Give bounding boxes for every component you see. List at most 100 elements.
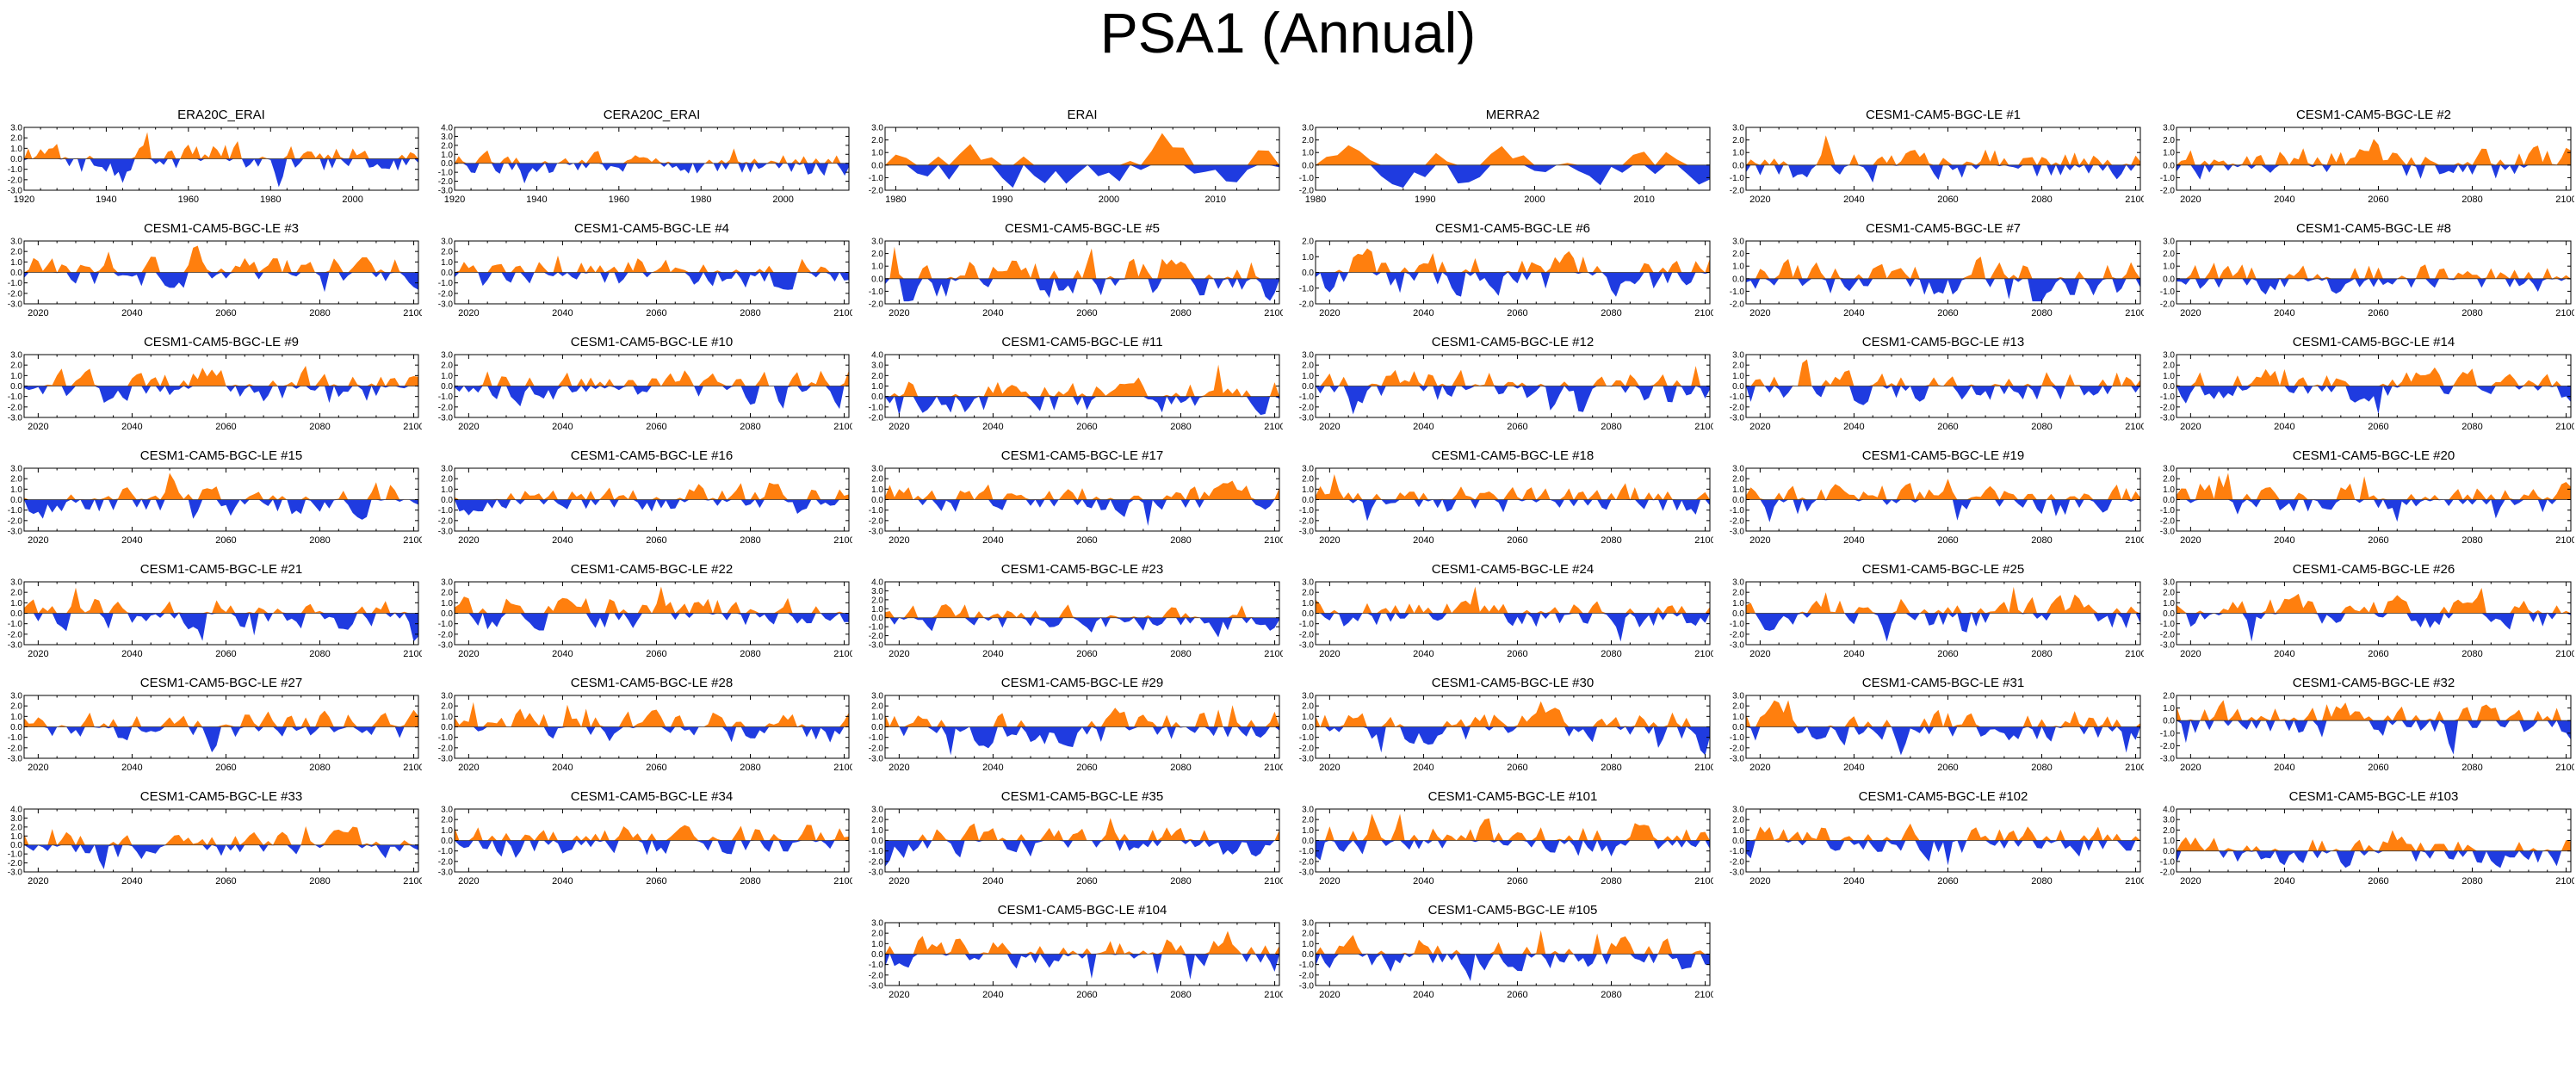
y-tick-label: 1.0 [871, 263, 883, 272]
panel-title: CESM1-CAM5-BGC-LE #17 [1001, 448, 1163, 463]
y-tick-label: 2.0 [1732, 589, 1744, 598]
x-tick-label: 2080 [1170, 763, 1191, 773]
y-tick-label: 0.0 [1302, 496, 1314, 505]
y-tick-label: 1.0 [10, 372, 22, 381]
chart-panel: CESM1-CAM5-BGC-LE #102 3.02.01.00.0-1.0-2… [1730, 789, 2144, 887]
panel-title: CESM1-CAM5-BGC-LE #28 [571, 676, 733, 690]
y-tick-label: 0.0 [1302, 161, 1314, 170]
y-tick-label: 0.0 [2163, 717, 2175, 726]
positive-anomaly-area [1746, 359, 2140, 386]
positive-anomaly-area [455, 148, 849, 164]
y-tick-label: 1.0 [2163, 372, 2175, 381]
y-tick-label: 0.0 [2163, 382, 2175, 392]
y-tick-label: -1.0 [8, 620, 23, 629]
negative-anomaly-area [1746, 278, 2140, 302]
y-tick-label: -2.0 [438, 403, 454, 412]
y-tick-label: -2.0 [8, 859, 23, 868]
y-tick-label: 1.0 [871, 826, 883, 836]
negative-anomaly-area [1746, 726, 2140, 756]
y-tick-label: 2.0 [10, 823, 22, 832]
x-tick-label: 2040 [121, 308, 142, 318]
y-tick-label: 1.0 [441, 826, 453, 836]
x-tick-label: 2040 [982, 535, 1003, 546]
y-tick-label: -1.0 [1730, 174, 1745, 183]
y-tick-label: 2.0 [871, 372, 883, 381]
y-tick-label: -2.0 [2160, 516, 2176, 526]
x-tick-label: 1920 [14, 195, 34, 205]
x-tick-label: 2060 [215, 535, 236, 546]
panel-title: ERA20C_ERAI [177, 108, 265, 122]
y-tick-label: -3.0 [2160, 528, 2176, 537]
y-tick-label: -2.0 [2160, 868, 2176, 878]
x-tick-label: 2020 [28, 763, 48, 773]
y-tick-label: -2.0 [1299, 403, 1315, 412]
y-tick-label: 0.0 [441, 837, 453, 846]
x-tick-label: 2100 [2125, 535, 2144, 546]
x-tick-label: 2080 [2461, 535, 2482, 546]
y-tick-label: -3.0 [2160, 414, 2176, 423]
x-tick-label: 2020 [2180, 876, 2201, 887]
y-tick-label: 2.0 [871, 475, 883, 485]
y-tick-label: -3.0 [869, 641, 884, 651]
y-tick-label: -1.0 [2160, 174, 2176, 183]
x-tick-label: 2020 [1749, 763, 1770, 773]
plot-frame [1745, 127, 2141, 191]
x-tick-label: 2060 [646, 876, 666, 887]
y-tick-label: -1.0 [869, 961, 884, 970]
x-tick-label: 2040 [121, 649, 142, 659]
x-tick-label: 2100 [1694, 763, 1713, 773]
y-tick-label: -1.0 [2160, 620, 2176, 629]
y-tick-label: 3.0 [2163, 578, 2175, 588]
y-tick-label: 1.0 [2163, 485, 2175, 495]
x-tick-label: 2080 [309, 308, 330, 318]
x-tick-label: 2100 [2125, 422, 2144, 432]
negative-anomaly-area [885, 840, 1279, 867]
x-tick-label: 2080 [1170, 876, 1191, 887]
x-tick-label: 2080 [740, 763, 760, 773]
y-tick-label: -3.0 [869, 755, 884, 764]
y-tick-label: 2.0 [2163, 589, 2175, 598]
x-tick-label: 2100 [1694, 535, 1713, 546]
x-tick-label: 2040 [1843, 763, 1864, 773]
y-tick-label: 3.0 [1732, 465, 1744, 474]
x-tick-label: 2080 [1170, 422, 1191, 432]
x-tick-label: 2100 [403, 763, 422, 773]
y-tick-label: -1.0 [1299, 733, 1315, 743]
chart-panel: CESM1-CAM5-BGC-LE #21 3.02.01.00.0-1.0-2.… [8, 562, 422, 659]
x-tick-label: 2080 [2031, 763, 2052, 773]
y-tick-label: -2.0 [438, 744, 454, 753]
y-tick-label: 3.0 [1302, 806, 1314, 815]
x-tick-label: 1980 [690, 195, 711, 205]
y-tick-label: 4.0 [441, 124, 453, 133]
x-tick-label: 2040 [982, 649, 1003, 659]
x-tick-label: 2100 [1264, 763, 1283, 773]
y-tick-label: 0.0 [871, 161, 883, 170]
x-tick-label: 1960 [609, 195, 629, 205]
x-tick-label: 2100 [2555, 763, 2574, 773]
chart-panel: CESM1-CAM5-BGC-LE #17 3.02.01.00.0-1.0-2.… [869, 448, 1283, 546]
x-tick-label: 2040 [2274, 876, 2294, 887]
panel-title: CESM1-CAM5-BGC-LE #8 [2296, 221, 2451, 236]
positive-anomaly-area [455, 825, 849, 841]
chart-panel: CESM1-CAM5-BGC-LE #20 3.02.01.00.0-1.0-2.… [2160, 448, 2574, 546]
x-tick-label: 2020 [889, 308, 909, 318]
plot-frame [884, 581, 1280, 646]
x-tick-label: 2080 [740, 649, 760, 659]
x-tick-label: 2060 [646, 763, 666, 773]
negative-anomaly-area [1746, 613, 2140, 642]
x-tick-label: 2020 [1749, 649, 1770, 659]
positive-anomaly-area [2177, 588, 2571, 614]
chart-panel: CESM1-CAM5-BGC-LE #23 4.03.02.01.00.0-1.0… [869, 562, 1283, 659]
y-tick-label: 3.0 [441, 351, 453, 361]
chart-panel: CESM1-CAM5-BGC-LE #25 3.02.01.00.0-1.0-2.… [1730, 562, 2144, 659]
y-tick-label: 2.0 [2163, 250, 2175, 259]
x-tick-label: 2060 [215, 422, 236, 432]
x-tick-label: 2080 [1601, 649, 1621, 659]
positive-anomaly-area [885, 604, 1279, 618]
negative-anomaly-area [24, 613, 418, 642]
y-tick-label: -2.0 [438, 177, 454, 187]
x-tick-label: 2020 [1319, 535, 1340, 546]
y-tick-label: 1.0 [871, 382, 883, 392]
x-tick-label: 2100 [1694, 649, 1713, 659]
